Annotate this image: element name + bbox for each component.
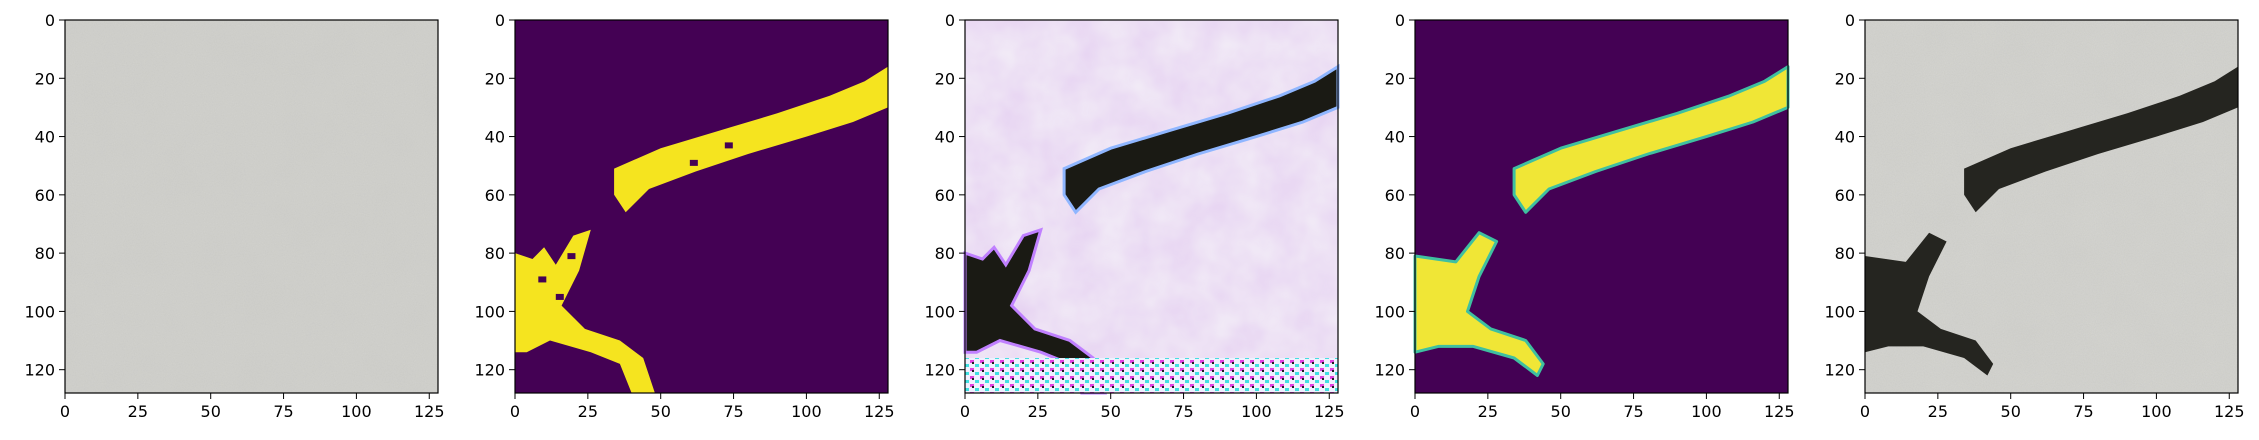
x-tick-label: 0 xyxy=(960,402,970,421)
panel-1: 0 25 50 75 100 125 0 20 40 60 80 100 120 xyxy=(24,11,444,421)
y-tick-label: 60 xyxy=(485,186,505,205)
y-tick-label: 100 xyxy=(1824,302,1855,321)
x-tick-label: 75 xyxy=(2073,402,2093,421)
y-tick-label: 100 xyxy=(474,302,505,321)
x-tick-label: 0 xyxy=(510,402,520,421)
y-tick-label: 120 xyxy=(1824,361,1855,380)
x-tick-label: 25 xyxy=(1028,402,1048,421)
panel-3: 0 25 50 75 100 125 0 20 40 60 80 100 120 xyxy=(924,11,1344,421)
mask-hole xyxy=(556,294,564,300)
x-tick-label: 50 xyxy=(1101,402,1121,421)
x-tick-label: 25 xyxy=(578,402,598,421)
y-tick-label: 80 xyxy=(935,244,955,263)
y-tick-label: 0 xyxy=(45,11,55,30)
x-tick-label: 125 xyxy=(1764,402,1795,421)
x-tick-label: 0 xyxy=(1860,402,1870,421)
y-tick-label: 80 xyxy=(1835,244,1855,263)
texture-grain xyxy=(65,20,438,393)
y-tick-label: 20 xyxy=(935,69,955,88)
y-tick-label: 20 xyxy=(1385,69,1405,88)
mask-hole xyxy=(567,253,575,259)
x-tick-label: 125 xyxy=(2214,402,2245,421)
y-tick-label: 60 xyxy=(1835,186,1855,205)
x-tick-label: 100 xyxy=(1691,402,1722,421)
y-tick-label: 0 xyxy=(1845,11,1855,30)
y-tick-label: 20 xyxy=(35,69,55,88)
x-tick-label: 125 xyxy=(414,402,445,421)
panel-5: 0 25 50 75 100 125 0 20 40 60 80 100 120 xyxy=(1824,11,2244,421)
x-tick-label: 75 xyxy=(723,402,743,421)
y-tick-label: 60 xyxy=(35,186,55,205)
mask-hole xyxy=(538,276,546,282)
y-tick-label: 60 xyxy=(935,186,955,205)
y-tick-label: 80 xyxy=(485,244,505,263)
y-tick-label: 0 xyxy=(495,11,505,30)
mask-hole xyxy=(725,142,733,148)
y-tick-label: 120 xyxy=(924,361,955,380)
y-tick-label: 40 xyxy=(935,128,955,147)
synth-artifact-band xyxy=(965,358,1338,393)
x-tick-label: 100 xyxy=(791,402,822,421)
y-tick-label: 40 xyxy=(485,128,505,147)
panel-4: 0 25 50 75 100 125 0 20 40 60 80 100 120 xyxy=(1374,11,1794,421)
x-tick-label: 25 xyxy=(128,402,148,421)
y-tick-label: 40 xyxy=(1385,128,1405,147)
x-tick-label: 50 xyxy=(1551,402,1571,421)
panel-2: 0 25 50 75 100 125 0 20 40 60 80 100 120 xyxy=(474,11,894,421)
x-tick-label: 50 xyxy=(651,402,671,421)
x-tick-label: 100 xyxy=(2141,402,2172,421)
x-tick-label: 0 xyxy=(60,402,70,421)
y-tick-label: 60 xyxy=(1385,186,1405,205)
x-tick-label: 75 xyxy=(273,402,293,421)
y-tick-label: 20 xyxy=(485,69,505,88)
x-tick-label: 75 xyxy=(1623,402,1643,421)
x-tick-label: 100 xyxy=(1241,402,1272,421)
y-tick-label: 0 xyxy=(1395,11,1405,30)
x-tick-label: 125 xyxy=(1314,402,1345,421)
y-tick-label: 80 xyxy=(1385,244,1405,263)
y-tick-label: 120 xyxy=(474,361,505,380)
y-tick-label: 40 xyxy=(1835,128,1855,147)
x-tick-label: 50 xyxy=(2001,402,2021,421)
y-tick-label: 120 xyxy=(1374,361,1405,380)
y-tick-label: 40 xyxy=(35,128,55,147)
x-tick-label: 100 xyxy=(341,402,372,421)
y-tick-label: 100 xyxy=(1374,302,1405,321)
x-tick-label: 75 xyxy=(1173,402,1193,421)
x-tick-label: 25 xyxy=(1928,402,1948,421)
y-tick-label: 80 xyxy=(35,244,55,263)
x-tick-label: 0 xyxy=(1410,402,1420,421)
y-tick-label: 100 xyxy=(24,302,55,321)
mask-hole xyxy=(690,160,698,166)
y-tick-label: 100 xyxy=(924,302,955,321)
x-tick-label: 50 xyxy=(201,402,221,421)
y-tick-label: 120 xyxy=(24,361,55,380)
x-tick-label: 25 xyxy=(1478,402,1498,421)
x-tick-label: 125 xyxy=(864,402,895,421)
y-tick-label: 20 xyxy=(1835,69,1855,88)
y-tick-label: 0 xyxy=(945,11,955,30)
